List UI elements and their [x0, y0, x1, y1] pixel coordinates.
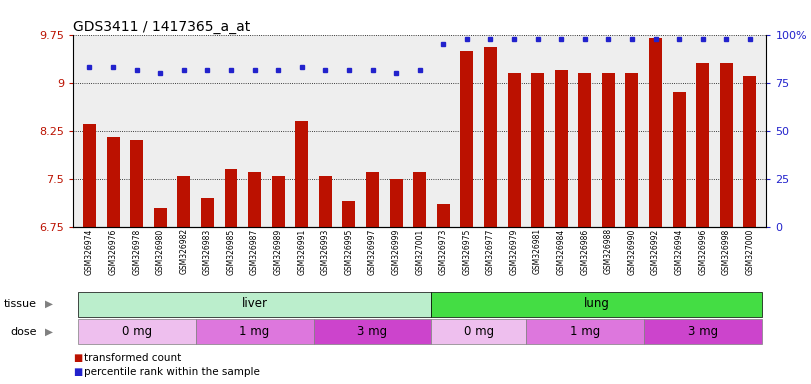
Text: 1 mg: 1 mg: [239, 325, 270, 338]
Text: 0 mg: 0 mg: [122, 325, 152, 338]
Bar: [461, 51, 474, 227]
Bar: [625, 73, 638, 227]
Bar: [272, 175, 285, 227]
Text: ▶: ▶: [45, 299, 54, 309]
Bar: [431, 319, 526, 344]
Bar: [106, 137, 119, 227]
Text: transformed count: transformed count: [84, 353, 181, 363]
Bar: [131, 141, 144, 227]
Bar: [78, 292, 431, 316]
Bar: [319, 175, 332, 227]
Bar: [78, 319, 195, 344]
Bar: [295, 121, 308, 227]
Bar: [314, 319, 431, 344]
Bar: [644, 319, 762, 344]
Text: tissue: tissue: [4, 299, 37, 309]
Text: ■: ■: [73, 367, 82, 377]
Bar: [201, 198, 214, 227]
Bar: [578, 73, 591, 227]
Text: 1 mg: 1 mg: [569, 325, 600, 338]
Text: 3 mg: 3 mg: [688, 325, 718, 338]
Bar: [431, 292, 762, 316]
Bar: [508, 73, 521, 227]
Bar: [526, 319, 644, 344]
Bar: [696, 63, 709, 227]
Bar: [531, 73, 544, 227]
Text: ■: ■: [73, 353, 82, 363]
Text: 3 mg: 3 mg: [358, 325, 388, 338]
Bar: [366, 172, 379, 227]
Bar: [555, 70, 568, 227]
Bar: [195, 319, 314, 344]
Bar: [602, 73, 615, 227]
Text: 0 mg: 0 mg: [464, 325, 494, 338]
Bar: [83, 124, 96, 227]
Bar: [389, 179, 402, 227]
Bar: [720, 63, 733, 227]
Text: dose: dose: [11, 327, 37, 337]
Bar: [248, 172, 261, 227]
Bar: [484, 47, 497, 227]
Bar: [672, 92, 685, 227]
Bar: [744, 76, 757, 227]
Text: lung: lung: [584, 297, 610, 310]
Text: liver: liver: [242, 297, 268, 310]
Bar: [437, 205, 450, 227]
Text: ▶: ▶: [45, 327, 54, 337]
Text: percentile rank within the sample: percentile rank within the sample: [84, 367, 260, 377]
Bar: [649, 38, 662, 227]
Text: GDS3411 / 1417365_a_at: GDS3411 / 1417365_a_at: [73, 20, 251, 33]
Bar: [225, 169, 238, 227]
Bar: [178, 175, 191, 227]
Bar: [154, 208, 167, 227]
Bar: [414, 172, 426, 227]
Bar: [342, 201, 355, 227]
